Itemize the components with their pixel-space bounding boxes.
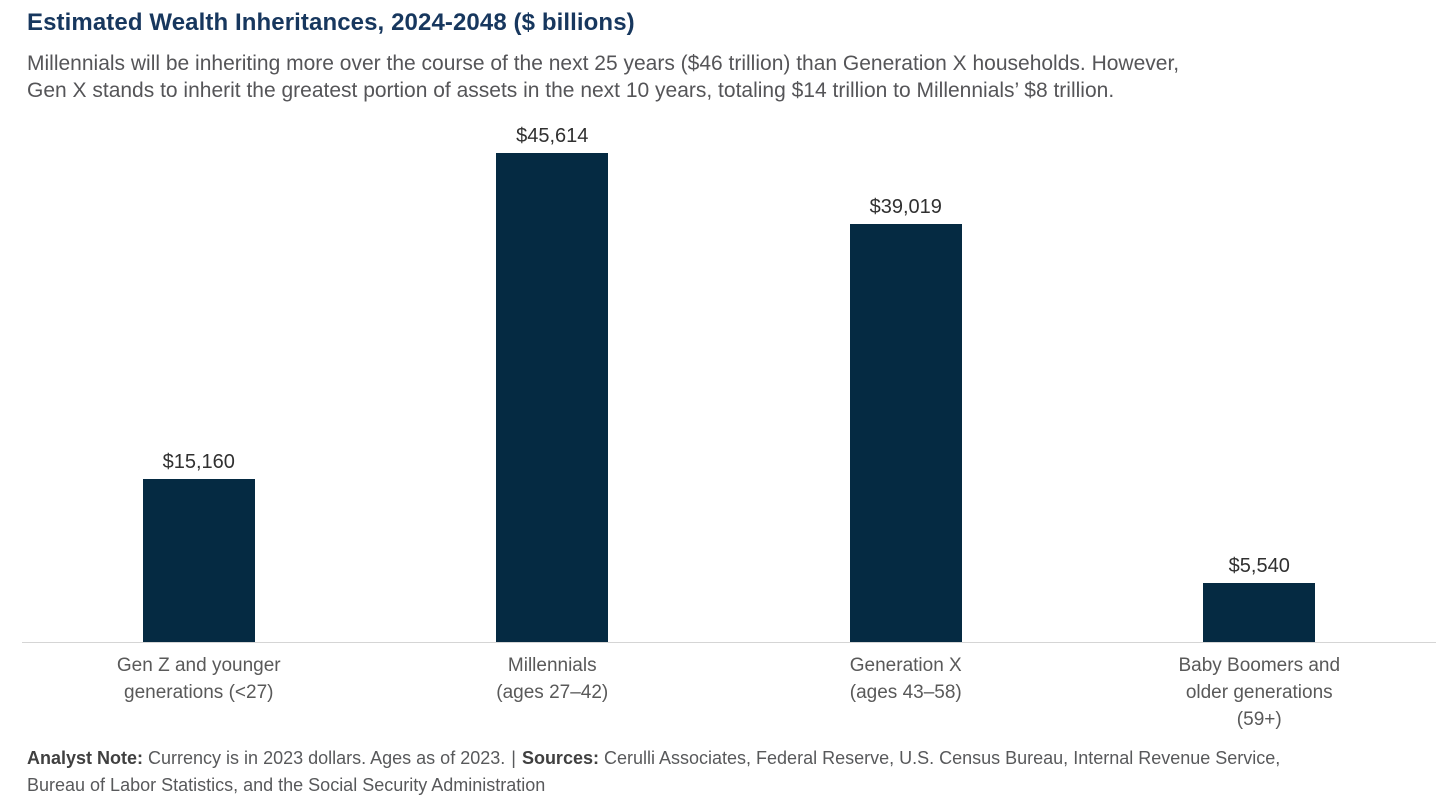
analyst-note-text: Currency is in 2023 dollars. Ages as of …: [148, 748, 506, 768]
analyst-note-label: Analyst Note:: [27, 748, 144, 768]
category-label-baby-boomers: Baby Boomers and older generations (59+): [1178, 655, 1341, 730]
chart-subtitle: Millennials will be inheriting more over…: [27, 52, 1180, 102]
category-label-gen-z: Gen Z and younger generations (<27): [116, 655, 281, 703]
category-label-millennials: Millennials (ages 27–42): [496, 655, 609, 703]
bar-chart: $15,160 $45,614 $39,019 $5,540 Gen Z and…: [22, 107, 1436, 733]
category-label-generation-x: Generation X (ages 43–58): [849, 655, 962, 703]
bar-gen-z: [142, 479, 255, 642]
bar-baby-boomers: [1203, 583, 1316, 642]
bar-value-label: $39,019: [869, 196, 942, 218]
footnote-line-1: Analyst Note: Currency is in 2023 dollar…: [27, 745, 1424, 772]
bar-group-baby-boomers: $5,540: [1083, 107, 1437, 642]
bar-generation-x: [849, 224, 962, 642]
chart-title: Estimated Wealth Inheritances, 2024-2048…: [27, 9, 635, 36]
bar-value-label: $15,160: [162, 451, 235, 473]
bar-millennials: [496, 153, 609, 642]
bar-group-gen-z: $15,160: [22, 107, 376, 642]
bar-group-generation-x: $39,019: [729, 107, 1083, 642]
sources-text-line1: Cerulli Associates, Federal Reserve, U.S…: [603, 748, 1281, 768]
bar-value-label: $45,614: [516, 125, 589, 147]
plot-area: $15,160 $45,614 $39,019 $5,540: [22, 107, 1436, 643]
bar-value-label: $5,540: [1228, 555, 1290, 577]
sources-text-line2: Bureau of Labor Statistics, and the Soci…: [27, 775, 546, 795]
x-axis-labels: Gen Z and younger generations (<27) Mill…: [22, 643, 1436, 733]
bar-group-millennials: $45,614: [376, 107, 730, 642]
footnote-separator: |: [511, 748, 516, 768]
footnote: Analyst Note: Currency is in 2023 dollar…: [27, 745, 1424, 799]
sources-label: Sources:: [521, 748, 599, 768]
